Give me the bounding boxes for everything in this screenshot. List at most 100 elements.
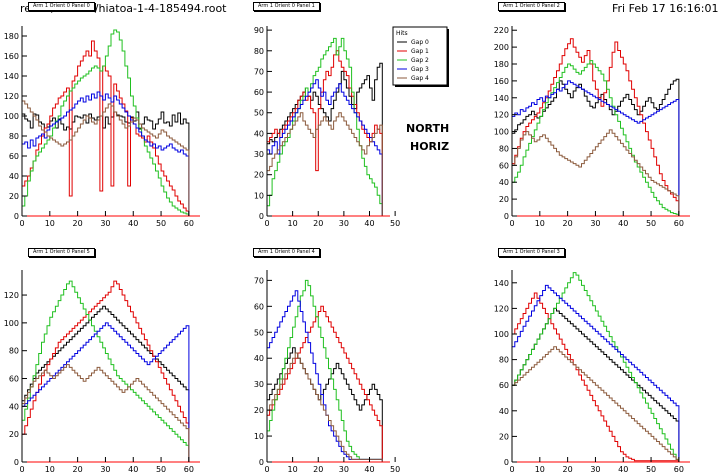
y-tick-label: 80 bbox=[9, 132, 19, 141]
series-gap-3 bbox=[21, 322, 190, 462]
y-tick-label: 100 bbox=[494, 128, 509, 137]
legend-entry: Gap 3 bbox=[411, 66, 429, 73]
y-tick-label: 80 bbox=[254, 47, 264, 56]
x-tick-label: 30 bbox=[590, 219, 600, 228]
x-tick-label: 20 bbox=[313, 465, 323, 474]
y-tick-label: 0 bbox=[14, 212, 19, 221]
series-gap-3 bbox=[21, 91, 190, 216]
x-tick-label: 0 bbox=[264, 219, 269, 228]
x-tick-label: 20 bbox=[563, 465, 573, 474]
north-label: NORTH bbox=[406, 122, 450, 135]
y-tick-label: 40 bbox=[9, 402, 19, 411]
series-gap-4 bbox=[266, 112, 383, 216]
series-gap-4 bbox=[266, 352, 383, 462]
x-tick-label: 0 bbox=[509, 219, 514, 228]
y-tick-label: 0 bbox=[504, 212, 509, 221]
y-tick-label: 50 bbox=[254, 328, 264, 337]
x-tick-label: 50 bbox=[390, 219, 400, 228]
panel-3: 0 10 20 30 40 50 60 0 20 40 60 80 100 120 bbox=[4, 270, 200, 474]
x-tick-label: 30 bbox=[339, 465, 349, 474]
x-tick-label: 40 bbox=[128, 219, 138, 228]
y-tick-label: 70 bbox=[254, 276, 264, 285]
x-tick-label: 30 bbox=[100, 219, 110, 228]
legend-title: Hits bbox=[396, 30, 408, 37]
x-tick-label: 10 bbox=[45, 465, 55, 474]
y-tick-label: 70 bbox=[254, 67, 264, 76]
series-gap-2 bbox=[21, 280, 190, 462]
y-tick-label: 20 bbox=[499, 195, 509, 204]
y-tick-label: 30 bbox=[254, 380, 264, 389]
x-tick-label: 10 bbox=[45, 219, 55, 228]
timestamp-header: Fri Feb 17 16:16:01 2006 bbox=[612, 2, 720, 15]
x-tick-label: 0 bbox=[509, 465, 514, 474]
x-tick-label: 20 bbox=[73, 465, 83, 474]
x-tick-label: 40 bbox=[128, 465, 138, 474]
x-tick-label: 50 bbox=[646, 465, 656, 474]
y-tick-label: 80 bbox=[499, 356, 509, 365]
x-tick-label: 50 bbox=[156, 219, 166, 228]
x-tick-label: 0 bbox=[19, 465, 24, 474]
y-tick-label: 60 bbox=[9, 375, 19, 384]
series-gap-4 bbox=[511, 129, 680, 216]
panel-title: Arm 1 Orient 0 Panel 0 bbox=[28, 2, 95, 11]
x-tick-label: 10 bbox=[535, 465, 545, 474]
panel-title: Arm 1 Orient 0 Panel 4 bbox=[253, 248, 320, 257]
x-tick-label: 60 bbox=[674, 219, 684, 228]
legend-entry: Gap 1 bbox=[411, 48, 429, 55]
series-gap-2 bbox=[21, 29, 190, 216]
series-gap-3 bbox=[511, 80, 680, 216]
y-tick-label: 40 bbox=[499, 407, 509, 416]
series-gap-1 bbox=[511, 292, 680, 462]
y-tick-label: 40 bbox=[9, 172, 19, 181]
x-tick-label: 30 bbox=[339, 219, 349, 228]
horiz-label: HORIZ bbox=[410, 140, 450, 153]
series-gap-3 bbox=[266, 290, 383, 462]
y-tick-label: 80 bbox=[499, 144, 509, 153]
x-tick-label: 30 bbox=[100, 465, 110, 474]
x-tick-label: 40 bbox=[618, 465, 628, 474]
series-gap-0 bbox=[266, 62, 383, 216]
series-gap-2 bbox=[266, 37, 383, 216]
y-tick-label: 180 bbox=[4, 32, 19, 41]
x-tick-label: 0 bbox=[19, 219, 24, 228]
y-tick-label: 60 bbox=[499, 161, 509, 170]
series-gap-1 bbox=[21, 40, 190, 216]
y-tick-label: 160 bbox=[4, 52, 19, 61]
x-tick-label: 30 bbox=[590, 465, 600, 474]
y-tick-label: 10 bbox=[254, 191, 264, 200]
series-gap-1 bbox=[21, 280, 190, 462]
y-tick-label: 180 bbox=[494, 60, 509, 69]
panel-title: Arm 1 Orient 0 Panel 2 bbox=[498, 2, 565, 11]
panel-title: Arm 1 Orient 0 Panel 3 bbox=[498, 248, 565, 257]
y-tick-label: 0 bbox=[259, 212, 264, 221]
x-tick-label: 60 bbox=[184, 219, 194, 228]
x-tick-label: 10 bbox=[535, 219, 545, 228]
y-tick-label: 20 bbox=[254, 406, 264, 415]
legend-entry: Gap 2 bbox=[411, 57, 429, 64]
y-tick-label: 100 bbox=[494, 330, 509, 339]
y-tick-label: 200 bbox=[494, 43, 509, 52]
series-gap-4 bbox=[21, 364, 190, 462]
x-tick-label: 40 bbox=[618, 219, 628, 228]
series-gap-4 bbox=[21, 100, 190, 216]
x-tick-label: 10 bbox=[288, 219, 298, 228]
x-tick-label: 20 bbox=[563, 219, 573, 228]
series-gap-1 bbox=[511, 38, 680, 216]
y-tick-label: 140 bbox=[4, 72, 19, 81]
y-tick-label: 50 bbox=[254, 109, 264, 118]
panel-5: 0 10 20 30 40 50 60 0 20 40 60 80 100 120 140 bbox=[494, 270, 690, 474]
y-tick-label: 160 bbox=[494, 77, 509, 86]
y-tick-label: 10 bbox=[254, 432, 264, 441]
y-tick-label: 0 bbox=[504, 458, 509, 467]
x-tick-label: 60 bbox=[674, 465, 684, 474]
x-tick-label: 20 bbox=[313, 219, 323, 228]
y-tick-label: 0 bbox=[259, 458, 264, 467]
x-tick-label: 50 bbox=[646, 219, 656, 228]
panel-title: Arm 1 Orient 0 Panel 1 bbox=[253, 2, 320, 11]
y-tick-label: 0 bbox=[14, 458, 19, 467]
x-tick-label: 50 bbox=[156, 465, 166, 474]
y-tick-label: 140 bbox=[494, 94, 509, 103]
